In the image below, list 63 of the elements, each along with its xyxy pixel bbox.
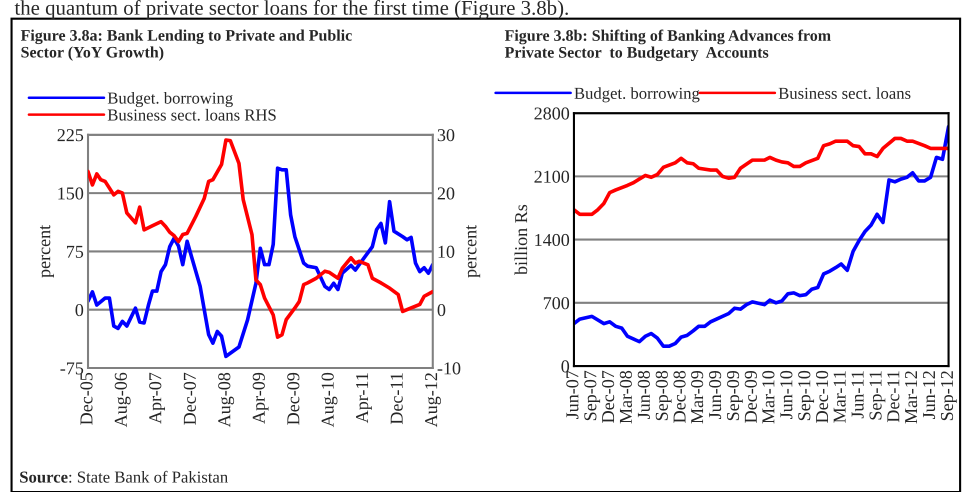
x-tick-label: Mar-10 — [762, 370, 774, 424]
y-tick-label: -75 — [60, 362, 84, 374]
x-tick-label: Sep-11 — [869, 371, 886, 420]
x-tick-label: Aug-06 — [114, 372, 131, 428]
line-series — [574, 124, 949, 348]
x-tick-label: Dec-05 — [80, 372, 93, 425]
y-tick-label: 0 — [561, 360, 570, 372]
x-tick-label: Mar-09 — [691, 370, 704, 424]
x-tick-label: Mar-08 — [620, 370, 632, 424]
y-tick-label: 150 — [58, 187, 84, 200]
x-tick-label: Dec-11 — [390, 373, 403, 424]
x-tick-label: Dec-09 — [287, 372, 300, 425]
y-tick-label: 1400 — [535, 234, 570, 246]
x-tick-label: Dec-11 — [887, 371, 900, 422]
y-tick-label: 75 — [66, 246, 84, 258]
legend-label: Business sect. loans RHS — [108, 108, 276, 121]
legend-label: Budget. borrowing — [108, 92, 233, 108]
chart-title: Figure 3.8b: Shifting of Banking Advances from Private Sector to Budgetary Accounts — [504, 30, 831, 62]
x-tick-label: Jun-08 — [638, 370, 650, 419]
x-tick-label: Apr-09 — [252, 372, 269, 424]
y2-axis-title: percent — [466, 224, 480, 278]
x-tick-label: Mar-12 — [905, 371, 918, 424]
line-series — [574, 136, 949, 216]
x-tick-label: Dec-09 — [744, 370, 757, 423]
y2-tick-label: 30 — [438, 129, 454, 142]
x-tick-label: Apr-11 — [356, 373, 372, 424]
y2-tick-label: 10 — [438, 246, 454, 258]
legend-label: Budget. borrowing — [574, 87, 700, 102]
x-tick-label: Jun-12 — [922, 371, 936, 419]
y2-tick-label: 20 — [438, 187, 454, 200]
x-tick-label: Sep-10 — [798, 370, 814, 420]
text: the quantum of private sector loans for the first time (Figure 3.8b). — [14, 0, 568, 20]
legend-label: Business sect. loans — [778, 87, 910, 100]
y-tick-label: 2100 — [534, 170, 570, 183]
chart-title: Figure 3.8a: Bank Lending to Private and Public Sector (YoY Growth) — [20, 30, 352, 61]
y-axis-title: billion Rs — [514, 204, 528, 275]
y-tick-label: 2800 — [534, 107, 570, 120]
x-tick-label: Jun-10 — [780, 370, 792, 419]
y-tick-label: 0 — [76, 304, 84, 316]
x-tick-label: Sep-08 — [656, 370, 672, 420]
x-tick-label: Jun-07 — [566, 370, 578, 419]
line-series — [88, 166, 433, 358]
x-tick-label: Sep-07 — [584, 370, 600, 420]
y2-tick-label: 0 — [438, 304, 446, 316]
x-tick-label: Aug-10 — [322, 372, 338, 428]
x-tick-label: Jun-11 — [852, 371, 864, 418]
x-tick-label: Sep-12 — [940, 371, 957, 420]
x-tick-label: Aug-08 — [218, 372, 234, 428]
x-tick-label: Dec-07 — [602, 370, 614, 423]
x-tick-label: Aug-12 — [425, 373, 441, 428]
source-note: Source: State Bank of Pakistan — [20, 470, 228, 483]
x-tick-label: Apr-07 — [149, 372, 166, 424]
x-tick-label: Jun-09 — [708, 370, 722, 419]
x-tick-label: Dec-10 — [816, 370, 828, 423]
x-tick-label: Dec-07 — [184, 372, 196, 425]
y-tick-label: 225 — [58, 129, 84, 142]
x-tick-label: Dec-08 — [673, 370, 686, 423]
y-tick-label: 700 — [544, 297, 570, 310]
x-tick-label: Sep-09 — [726, 370, 743, 420]
line-series — [88, 138, 433, 339]
y-axis-title: percent — [40, 224, 54, 278]
x-tick-label: Mar-11 — [834, 371, 846, 423]
y2-tick-label: -10 — [438, 362, 460, 374]
